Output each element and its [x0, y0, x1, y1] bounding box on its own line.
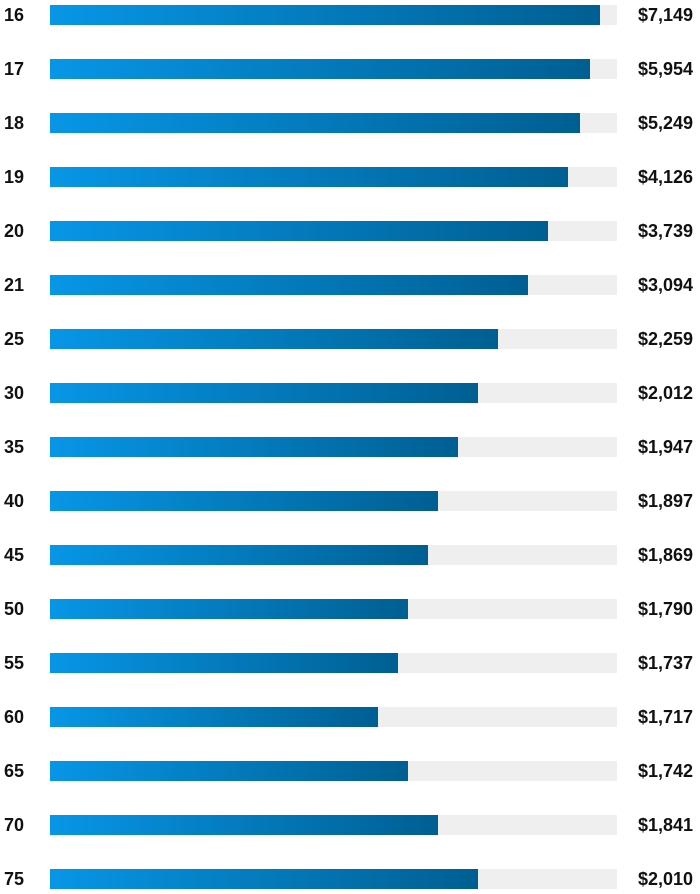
category-label: 40: [4, 491, 25, 511]
bar: [50, 761, 408, 781]
chart-row: 21 $3,094: [0, 275, 700, 295]
value-label: $1,897: [638, 491, 694, 511]
bar: [50, 707, 378, 727]
category-label: 60: [4, 707, 25, 727]
category-label: 16: [4, 5, 25, 25]
chart-row: 16 $7,149: [0, 5, 700, 25]
category-label: 50: [4, 599, 25, 619]
value-label: $2,259: [638, 329, 694, 349]
value-label: $2,010: [638, 869, 694, 889]
bar: [50, 329, 498, 349]
value-label: $7,149: [638, 5, 694, 25]
category-label: 70: [4, 815, 25, 835]
category-label: 35: [4, 437, 25, 457]
value-label: $5,954: [638, 59, 694, 79]
value-label: $4,126: [638, 167, 694, 187]
category-label: 65: [4, 761, 25, 781]
chart-row: 30 $2,012: [0, 383, 700, 403]
bar-track: [50, 707, 617, 727]
value-label: $2,012: [638, 383, 694, 403]
bar: [50, 545, 428, 565]
chart-row: 17 $5,954: [0, 59, 700, 79]
category-label: 20: [4, 221, 25, 241]
chart-row: 25 $2,259: [0, 329, 700, 349]
bar-track: [50, 329, 617, 349]
category-label: 17: [4, 59, 25, 79]
category-label: 21: [4, 275, 25, 295]
value-label: $1,790: [638, 599, 694, 619]
bar-track: [50, 815, 617, 835]
value-label: $1,841: [638, 815, 694, 835]
chart-row: 65 $1,742: [0, 761, 700, 781]
bar: [50, 599, 408, 619]
chart-row: 50 $1,790: [0, 599, 700, 619]
chart-row: 20 $3,739: [0, 221, 700, 241]
bar: [50, 815, 438, 835]
category-label: 19: [4, 167, 25, 187]
bar: [50, 437, 458, 457]
category-label: 18: [4, 113, 25, 133]
chart-row: 60 $1,717: [0, 707, 700, 727]
bar-track: [50, 383, 617, 403]
value-label: $3,739: [638, 221, 694, 241]
bar-track: [50, 653, 617, 673]
bar-track: [50, 167, 617, 187]
value-label: $5,249: [638, 113, 694, 133]
bar-track: [50, 869, 617, 889]
chart-row: 45 $1,869: [0, 545, 700, 565]
bar: [50, 653, 398, 673]
bar-track: [50, 599, 617, 619]
chart-row: 55 $1,737: [0, 653, 700, 673]
bar: [50, 221, 548, 241]
value-label: $1,869: [638, 545, 694, 565]
bar-track: [50, 761, 617, 781]
bar-track: [50, 491, 617, 511]
bar-track: [50, 437, 617, 457]
chart-row: 19 $4,126: [0, 167, 700, 187]
category-label: 30: [4, 383, 25, 403]
bar-track: [50, 5, 617, 25]
value-label: $3,094: [638, 275, 694, 295]
bar: [50, 275, 528, 295]
bar: [50, 869, 478, 889]
value-label: $1,742: [638, 761, 694, 781]
value-label: $1,717: [638, 707, 694, 727]
category-label: 45: [4, 545, 25, 565]
chart-row: 70 $1,841: [0, 815, 700, 835]
chart-row: 75 $2,010: [0, 869, 700, 889]
bar-track: [50, 275, 617, 295]
bar: [50, 113, 580, 133]
chart-row: 35 $1,947: [0, 437, 700, 457]
chart-row: 18 $5,249: [0, 113, 700, 133]
bar-track: [50, 59, 617, 79]
bar: [50, 383, 478, 403]
bar: [50, 59, 590, 79]
category-label: 55: [4, 653, 25, 673]
value-label: $1,947: [638, 437, 694, 457]
bar: [50, 491, 438, 511]
chart-row: 40 $1,897: [0, 491, 700, 511]
bar-track: [50, 221, 617, 241]
bar-track: [50, 545, 617, 565]
category-label: 25: [4, 329, 25, 349]
bar-track: [50, 113, 617, 133]
bar: [50, 5, 600, 25]
bar: [50, 167, 568, 187]
category-label: 75: [4, 869, 25, 889]
value-label: $1,737: [638, 653, 694, 673]
